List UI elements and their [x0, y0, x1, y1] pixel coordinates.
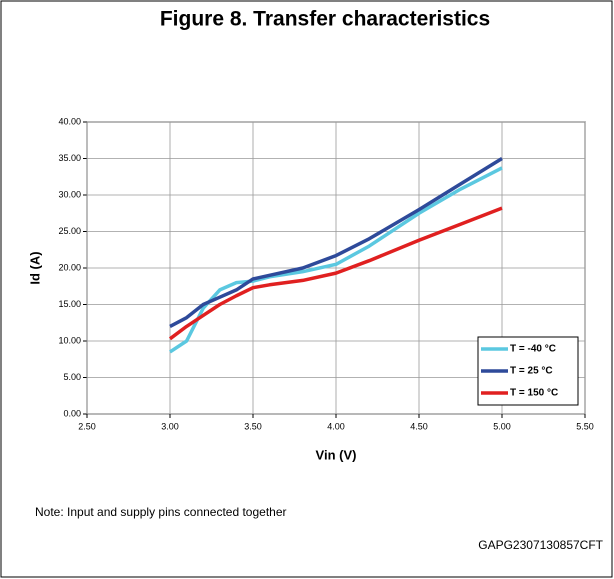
note: Note: Input and supply pins connected to… — [35, 505, 287, 519]
y-tick-label: 0.00 — [63, 408, 81, 418]
y-tick-label: 25.00 — [58, 226, 81, 236]
y-tick-label: 30.00 — [58, 189, 81, 199]
x-tick-label: 4.50 — [410, 421, 428, 431]
series-line — [168, 206, 503, 341]
y-tick-label: 35.00 — [58, 153, 81, 163]
y-tick-label: 15.00 — [58, 299, 81, 309]
x-tick-label: 4.00 — [327, 421, 345, 431]
legend-label: T = 25 °C — [510, 366, 553, 377]
y-tick-label: 20.00 — [58, 262, 81, 272]
y-tick-label: 10.00 — [58, 335, 81, 345]
x-tick-label: 5.00 — [493, 421, 511, 431]
x-tick-label: 5.50 — [576, 421, 594, 431]
figure-code: GAPG2307130857CFT — [478, 538, 603, 552]
y-tick-label: 40.00 — [58, 116, 81, 126]
x-tick-label: 3.50 — [244, 421, 262, 431]
x-tick-label: 3.00 — [161, 421, 179, 431]
x-tick-label: 2.50 — [78, 421, 96, 431]
series-line — [169, 157, 503, 328]
legend-label: T = -40 °C — [510, 344, 556, 355]
chart-title: Figure 8. Transfer characteristics — [160, 8, 490, 31]
legend-label: T = 150 °C — [510, 388, 558, 399]
y-tick-label: 5.00 — [63, 372, 81, 382]
x-axis-label: Vin (V) — [316, 447, 357, 462]
y-axis-label: Id (A) — [27, 251, 42, 284]
